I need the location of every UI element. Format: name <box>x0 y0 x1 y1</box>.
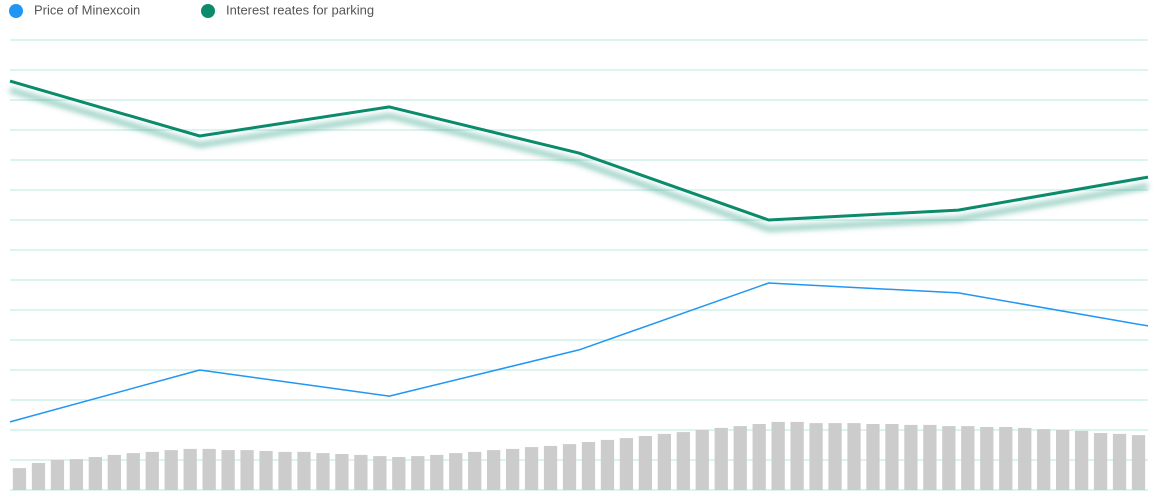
bar <box>600 439 615 490</box>
legend-label: Interest reates for parking <box>226 2 374 17</box>
bar <box>430 454 444 490</box>
bar <box>752 424 766 490</box>
bar <box>505 448 520 490</box>
bar <box>1093 433 1108 490</box>
bar <box>581 442 596 490</box>
bar <box>12 468 27 490</box>
bar <box>828 423 842 490</box>
bar <box>657 433 671 490</box>
bar <box>733 426 747 490</box>
bar <box>468 451 482 490</box>
bar <box>961 426 975 490</box>
bar <box>202 448 216 490</box>
bar <box>31 463 46 490</box>
bar <box>278 451 292 490</box>
bar <box>50 460 65 490</box>
bar <box>619 438 634 490</box>
bar <box>373 456 387 490</box>
bar <box>999 427 1013 490</box>
line <box>9 79 1149 222</box>
bar <box>316 453 330 490</box>
bar <box>1112 433 1127 490</box>
bar <box>923 424 937 490</box>
bar <box>221 450 235 490</box>
bar <box>543 445 558 490</box>
bar <box>183 448 197 490</box>
line <box>9 282 1149 423</box>
legend-marker <box>201 4 215 18</box>
legend-marker <box>9 4 23 18</box>
bar <box>1037 429 1051 490</box>
bar <box>714 427 728 490</box>
bar <box>638 436 653 490</box>
bar <box>411 456 425 490</box>
bar <box>259 451 273 490</box>
bar <box>885 424 899 490</box>
bar <box>240 450 254 490</box>
bar <box>1056 430 1070 490</box>
bar <box>790 421 804 490</box>
bar <box>1018 427 1032 490</box>
bar <box>69 459 84 490</box>
bar <box>562 444 577 490</box>
bar <box>107 454 121 490</box>
line-shadow <box>9 87 1149 232</box>
bar <box>771 421 785 490</box>
bar <box>88 457 102 490</box>
bar <box>1074 430 1089 490</box>
bar <box>866 424 880 490</box>
bar <box>126 453 140 490</box>
bar <box>392 457 406 490</box>
bar <box>335 454 349 490</box>
bar <box>164 450 178 490</box>
bar <box>676 432 690 490</box>
legend-label: Price of Minexcoin <box>34 2 140 17</box>
bar <box>1131 435 1146 490</box>
bar <box>524 447 539 490</box>
bar <box>297 451 311 490</box>
bar <box>942 426 956 490</box>
bar <box>980 427 994 490</box>
bar <box>449 453 463 490</box>
bar <box>354 454 368 490</box>
bar <box>487 450 501 490</box>
bar <box>145 451 159 490</box>
bar <box>847 423 861 490</box>
bar <box>809 423 823 490</box>
bar <box>695 430 709 490</box>
bar <box>904 424 918 490</box>
